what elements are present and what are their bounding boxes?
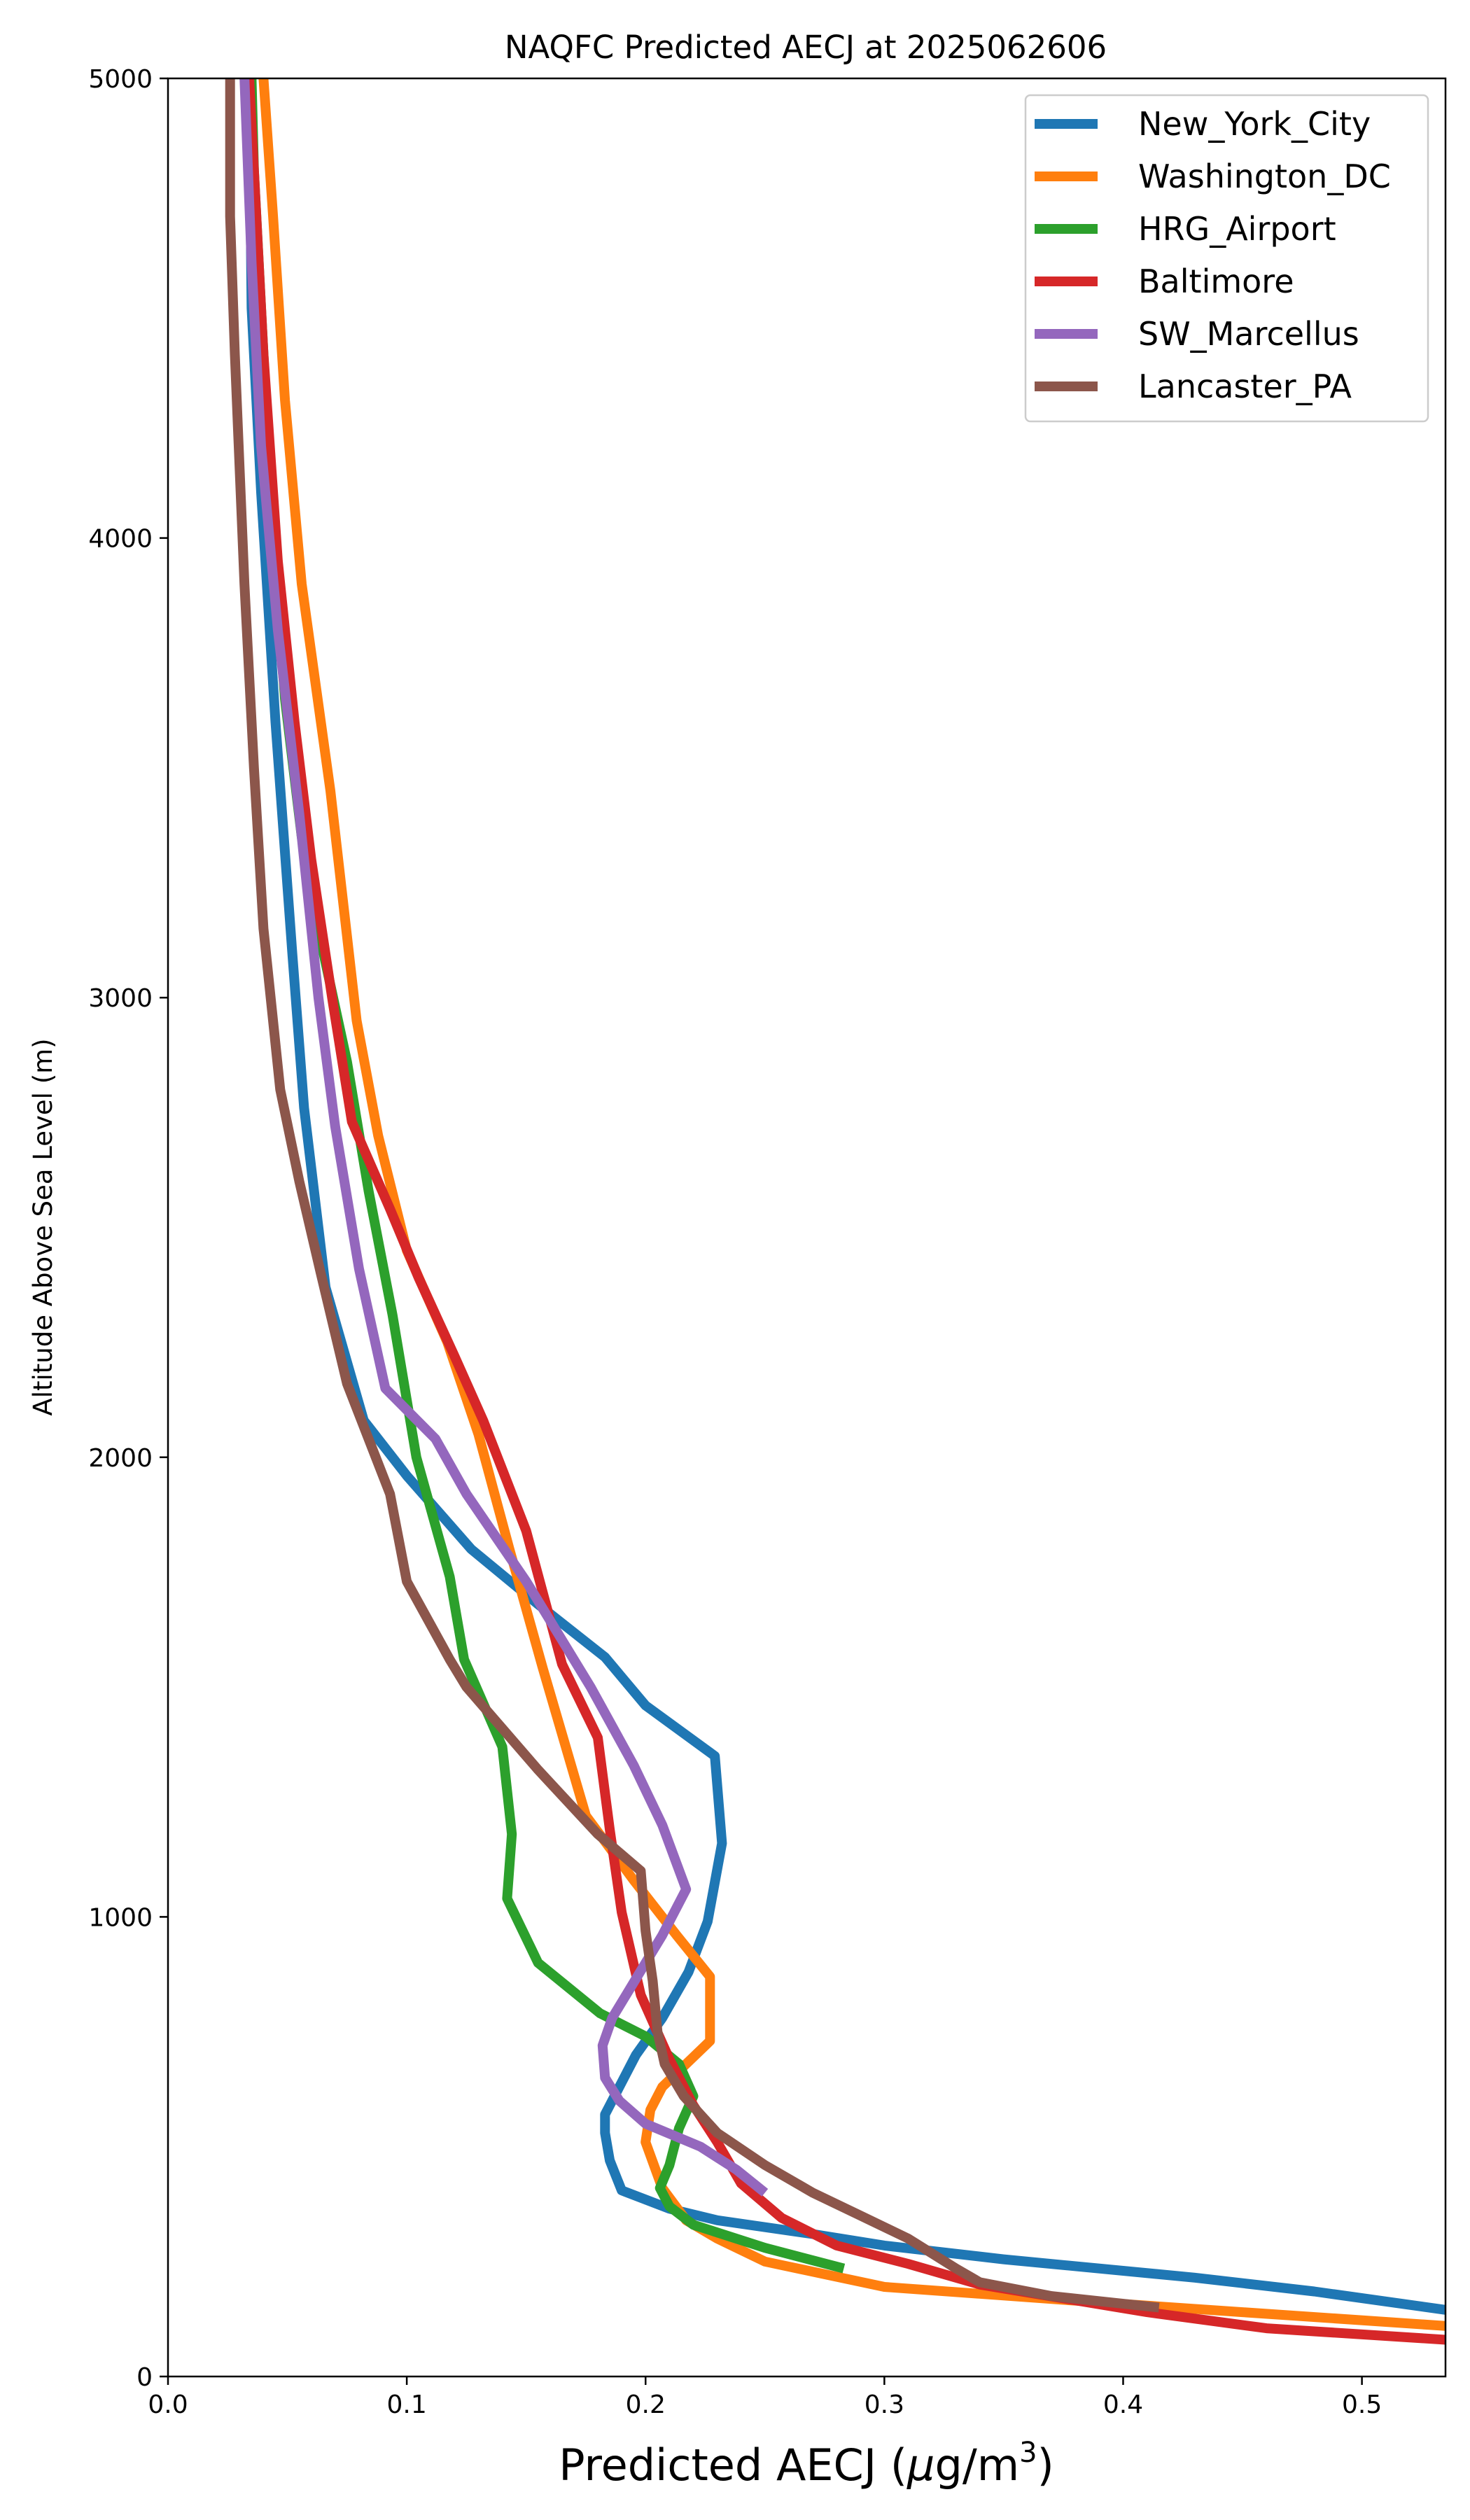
x-tick-label: 0.4 <box>1103 2390 1143 2419</box>
y-tick-label: 5000 <box>88 65 153 94</box>
x-tick-label: 0.1 <box>386 2390 426 2419</box>
legend-label-lancaster-pa: Lancaster_PA <box>1138 368 1352 405</box>
y-axis: 0 1000 2000 3000 4000 5000 <box>88 65 168 2392</box>
plot-background <box>168 78 1446 2376</box>
x-axis-label-unit: g/m <box>934 2440 1019 2491</box>
legend-label-baltimore: Baltimore <box>1138 262 1294 300</box>
chart-title: NAQFC Predicted AECJ at 2025062606 <box>505 29 1107 66</box>
y-tick-label: 2000 <box>88 1444 153 1473</box>
series-line-washington-dc <box>258 78 1446 2331</box>
series-line-baltimore <box>244 78 1446 2345</box>
x-tick-label: 0.3 <box>864 2390 904 2419</box>
y-axis-label: Altitude Above Sea Level (m) <box>28 1038 58 1415</box>
x-tick-label: 0.2 <box>626 2390 666 2419</box>
x-axis-label: Predicted AECJ (μg/m3) <box>559 2437 1054 2491</box>
x-axis-label-mu: μ <box>906 2440 934 2491</box>
legend: New_York_City Washington_DC HRG_Airport Bal… <box>1024 94 1429 423</box>
y-tick-label: 0 <box>136 2363 153 2392</box>
y-tick-label: 4000 <box>88 525 153 554</box>
x-tick-label: 0.5 <box>1342 2390 1382 2419</box>
series-line-lancaster-pa <box>225 78 1160 2313</box>
x-axis-label-close: ) <box>1037 2440 1054 2491</box>
legend-label-sw-marcellus: SW_Marcellus <box>1138 315 1359 353</box>
x-tick-label: 0.0 <box>148 2390 188 2419</box>
plot-frame <box>167 77 1447 2378</box>
series-line-new-york-city <box>244 78 1446 2315</box>
legend-label-hrg-airport: HRG_Airport <box>1138 210 1336 248</box>
y-tick-label: 3000 <box>88 984 153 1013</box>
x-axis-label-superscript: 3 <box>1019 2437 1037 2469</box>
y-tick-label: 1000 <box>88 1903 153 1932</box>
x-axis-label-main: Predicted AECJ ( <box>559 2440 907 2491</box>
series-line-sw-marcellus <box>239 78 769 2197</box>
series-layer <box>225 78 1446 2345</box>
legend-label-washington-dc: Washington_DC <box>1138 158 1391 195</box>
legend-label-new-york-city: New_York_City <box>1138 105 1371 143</box>
legend-frame <box>1024 94 1429 423</box>
x-axis: 0.0 0.1 0.2 0.3 0.4 0.5 <box>148 2376 1382 2419</box>
